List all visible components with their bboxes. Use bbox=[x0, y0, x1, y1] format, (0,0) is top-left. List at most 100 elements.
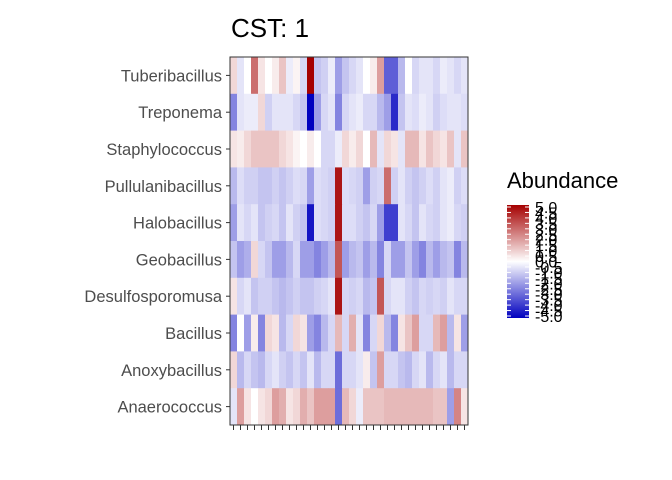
heatmap-cell bbox=[272, 277, 280, 315]
heatmap-cell bbox=[440, 314, 448, 352]
heatmap-cell bbox=[363, 93, 371, 131]
heatmap-cell bbox=[251, 130, 259, 168]
heatmap-cell bbox=[412, 93, 420, 131]
heatmap-cell bbox=[461, 130, 469, 168]
heatmap-cell bbox=[251, 204, 259, 242]
heatmap-cell bbox=[342, 277, 350, 315]
heatmap-cell bbox=[391, 204, 399, 242]
heatmap-cell bbox=[440, 57, 448, 95]
legend-label: 5.0 bbox=[535, 200, 557, 217]
heatmap-cell bbox=[272, 351, 280, 389]
heatmap-cell bbox=[293, 130, 301, 168]
heatmap-cell bbox=[335, 314, 343, 352]
heatmap-cell bbox=[363, 241, 371, 279]
y-tick-label: Anoxybacillus bbox=[121, 362, 222, 380]
heatmap-cell bbox=[293, 204, 301, 242]
chart-title: CST: 1 bbox=[231, 13, 309, 43]
heatmap-cell bbox=[286, 277, 294, 315]
heatmap-cell bbox=[293, 241, 301, 279]
heatmap-cell bbox=[405, 167, 413, 205]
heatmap-cell bbox=[279, 93, 287, 131]
heatmap-cell bbox=[454, 57, 462, 95]
heatmap-cell bbox=[314, 57, 322, 95]
heatmap-cell bbox=[244, 167, 252, 205]
heatmap-cell bbox=[461, 351, 469, 389]
heatmap-cell bbox=[321, 130, 329, 168]
heatmap-cell bbox=[328, 93, 336, 131]
heatmap-cell bbox=[279, 167, 287, 205]
heatmap-cell bbox=[244, 130, 252, 168]
heatmap-cell bbox=[335, 204, 343, 242]
heatmap-cell bbox=[384, 277, 392, 315]
heatmap-cell bbox=[419, 314, 427, 352]
heatmap-cell bbox=[328, 388, 336, 426]
heatmap-cell bbox=[384, 241, 392, 279]
legend-label: 2.0 bbox=[535, 233, 557, 250]
legend-label: -0.5 bbox=[535, 260, 563, 277]
heatmap-cell bbox=[461, 241, 469, 279]
heatmap-cell bbox=[349, 57, 357, 95]
heatmap-cell bbox=[398, 57, 406, 95]
heatmap-cell bbox=[377, 167, 385, 205]
heatmap-cell bbox=[363, 130, 371, 168]
heatmap-cell bbox=[328, 57, 336, 95]
heatmap-cell bbox=[265, 314, 273, 352]
heatmap-cell bbox=[363, 314, 371, 352]
heatmap-cell bbox=[356, 241, 364, 279]
heatmap-cell bbox=[279, 277, 287, 315]
heatmap-cell bbox=[328, 167, 336, 205]
heatmap-cell bbox=[349, 130, 357, 168]
y-tick-label: Treponema bbox=[138, 104, 223, 122]
heatmap-cell bbox=[426, 130, 434, 168]
heatmap-cell bbox=[454, 314, 462, 352]
heatmap-cell bbox=[419, 204, 427, 242]
heatmap-cell bbox=[405, 314, 413, 352]
heatmap-cell bbox=[258, 204, 266, 242]
heatmap-cell bbox=[419, 388, 427, 426]
heatmap-cell bbox=[286, 204, 294, 242]
heatmap-cell bbox=[237, 314, 245, 352]
heatmap-cell bbox=[335, 241, 343, 279]
heatmap-cell bbox=[314, 93, 322, 131]
heatmap-cell bbox=[230, 241, 238, 279]
heatmap-cell bbox=[265, 167, 273, 205]
heatmap-cell bbox=[440, 167, 448, 205]
heatmap-cell bbox=[398, 388, 406, 426]
legend-colorbar bbox=[507, 205, 529, 318]
heatmap-cell bbox=[265, 277, 273, 315]
heatmap-cell bbox=[412, 314, 420, 352]
heatmap-cell bbox=[342, 93, 350, 131]
y-tick-label: Halobacillus bbox=[133, 215, 222, 233]
heatmap-cell bbox=[230, 388, 238, 426]
heatmap-cell bbox=[398, 204, 406, 242]
heatmap-cell bbox=[300, 314, 308, 352]
heatmap-cell bbox=[433, 204, 441, 242]
heatmap-cell bbox=[363, 167, 371, 205]
legend-label: 0.5 bbox=[535, 249, 557, 266]
heatmap-cell bbox=[251, 241, 259, 279]
heatmap-cell bbox=[258, 130, 266, 168]
heatmap-cell bbox=[300, 93, 308, 131]
heatmap-cell bbox=[272, 241, 280, 279]
heatmap-cell bbox=[391, 130, 399, 168]
heatmap-cell bbox=[391, 167, 399, 205]
heatmap-cell bbox=[279, 388, 287, 426]
heatmap-cell bbox=[391, 277, 399, 315]
heatmap-cell bbox=[272, 167, 280, 205]
heatmap-cell bbox=[335, 351, 343, 389]
legend-label: -5.0 bbox=[535, 309, 563, 326]
heatmap-cell bbox=[251, 351, 259, 389]
heatmap-cell bbox=[405, 130, 413, 168]
heatmap-cell bbox=[321, 351, 329, 389]
heatmap-cell bbox=[440, 241, 448, 279]
heatmap-cell bbox=[265, 130, 273, 168]
heatmap-cell bbox=[356, 57, 364, 95]
heatmap-cell bbox=[349, 351, 357, 389]
heatmap-cell bbox=[454, 351, 462, 389]
heatmap-cell bbox=[230, 167, 238, 205]
heatmap-cell bbox=[251, 314, 259, 352]
heatmap-cell bbox=[314, 130, 322, 168]
heatmap-cell bbox=[384, 130, 392, 168]
heatmap-cell bbox=[230, 130, 238, 168]
heatmap-cell bbox=[405, 241, 413, 279]
